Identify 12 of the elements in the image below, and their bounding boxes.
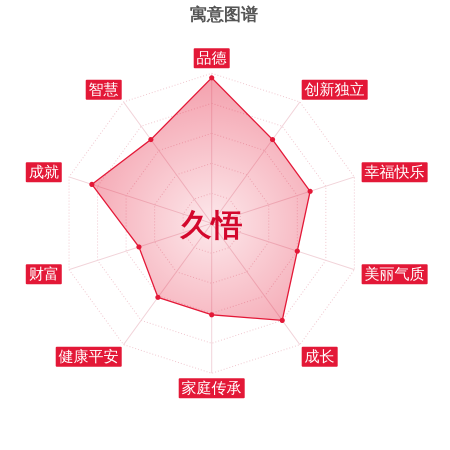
- spoke-label: 家庭传承: [182, 380, 242, 397]
- chart-title: 寓意图谱: [190, 5, 258, 24]
- spoke-label: 幸福快乐: [364, 164, 425, 181]
- spoke-label: 成长: [304, 348, 335, 366]
- text: 久悟: [180, 207, 243, 242]
- spoke-label: 创新独立: [304, 81, 365, 98]
- spoke-label: 品德: [196, 50, 227, 67]
- spoke-label: 健康平安: [58, 348, 119, 366]
- spoke-label: 智慧: [88, 81, 119, 98]
- spoke-label: 财富: [28, 266, 59, 283]
- spoke-label: 成就: [28, 164, 59, 181]
- spoke-label: 美丽气质: [364, 266, 425, 283]
